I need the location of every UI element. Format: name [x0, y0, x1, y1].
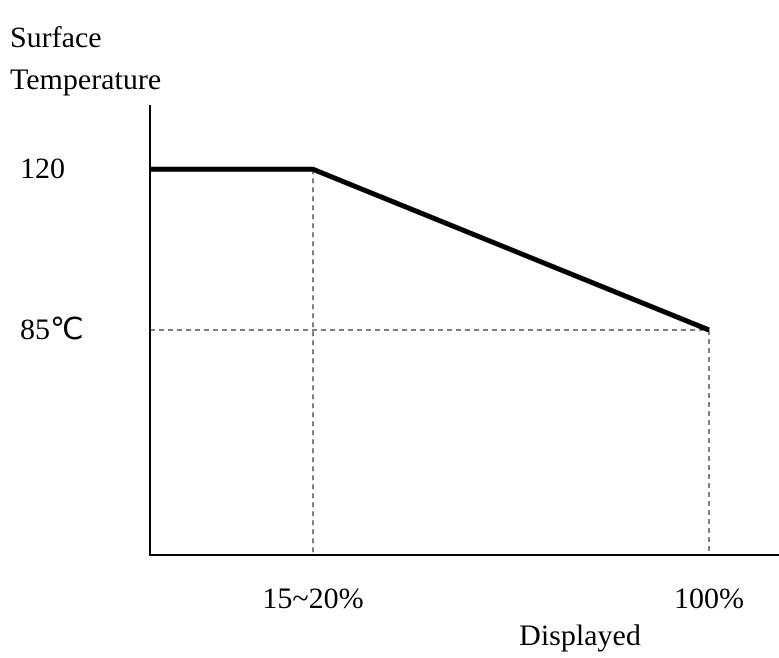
x-tick-label: 15~20% — [262, 582, 363, 615]
y-tick-label: 120 — [20, 152, 65, 185]
y-axis-label: Surface — [10, 21, 102, 54]
x-axis-label: Displayed — [519, 619, 641, 652]
y-axis-label: Temperature — [10, 63, 161, 96]
x-tick-label: 100% — [674, 582, 744, 615]
data-line — [150, 166, 710, 333]
y-tick-label: 85℃ — [20, 313, 84, 346]
